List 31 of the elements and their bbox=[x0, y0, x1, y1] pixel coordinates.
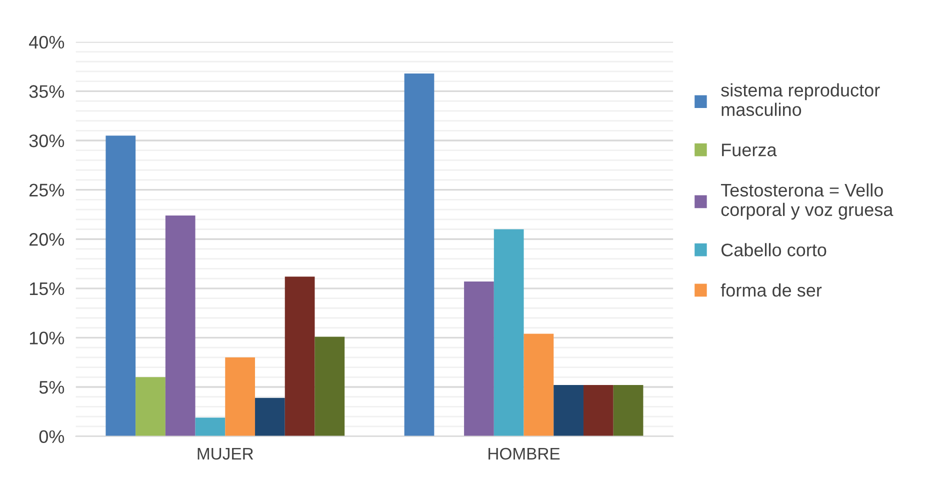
legend-label: Testosterona = Vello corporal y voz gruesa bbox=[720, 183, 894, 220]
bar bbox=[613, 385, 644, 436]
y-tick-label: 40% bbox=[29, 36, 64, 49]
y-tick-label: 10% bbox=[30, 332, 64, 344]
y-tick-label: 0% bbox=[39, 430, 64, 444]
bar bbox=[255, 398, 285, 436]
y-tick-label: 20% bbox=[30, 233, 64, 246]
y-tick-label: 35% bbox=[29, 85, 64, 98]
y-tick-label: 5% bbox=[39, 381, 64, 394]
x-tick-label: MUJER bbox=[198, 448, 254, 460]
bar bbox=[284, 276, 315, 436]
bar bbox=[165, 215, 196, 436]
bar bbox=[554, 385, 584, 436]
y-tick-label: 30% bbox=[29, 134, 64, 148]
legend-label: forma de ser bbox=[720, 283, 822, 297]
legend-label: Fuerza bbox=[722, 144, 777, 156]
bar bbox=[314, 336, 345, 436]
bar bbox=[195, 418, 226, 436]
y-tick-label: 15% bbox=[30, 282, 64, 296]
bar bbox=[106, 136, 136, 436]
bar bbox=[404, 73, 434, 436]
bar bbox=[494, 229, 524, 436]
bar bbox=[225, 357, 256, 436]
bar bbox=[136, 377, 166, 436]
x-tick-label: HOMBRE bbox=[488, 448, 560, 460]
y-tick-label: 25% bbox=[30, 184, 64, 197]
bar bbox=[583, 385, 614, 436]
bar bbox=[524, 334, 554, 436]
legend-label: sistema reproductor masculino bbox=[721, 83, 880, 116]
legend-label: Cabello corto bbox=[721, 243, 826, 256]
bar bbox=[464, 282, 494, 436]
